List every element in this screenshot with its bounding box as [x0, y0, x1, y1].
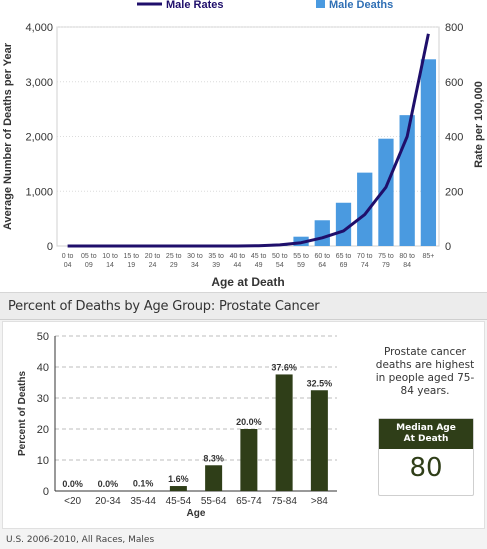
y-axis-label: Average Number of Deaths per Year — [2, 42, 14, 230]
x-tick-label-bottom: 19 — [127, 262, 135, 269]
bar-data-label: 37.6% — [271, 362, 297, 372]
x-tick-label: >84 — [311, 496, 328, 507]
bar-male-deaths — [315, 220, 330, 246]
y2-axis-label: Rate per 100,000 — [473, 81, 485, 168]
y-tick-label: 0 — [43, 486, 49, 498]
y2-tick-label: 0 — [445, 241, 451, 253]
y2-tick-label: 600 — [445, 77, 463, 89]
x-tick-label-top: 40 to — [230, 253, 246, 260]
x-tick-label: 75-84 — [271, 496, 297, 507]
x-tick-label-top: 05 to — [81, 253, 97, 260]
x-tick-label-top: 15 to — [123, 253, 139, 260]
y-tick-label: 30 — [37, 393, 49, 405]
x-axis-label: Age — [187, 508, 206, 519]
x-tick-label-bottom: 64 — [318, 262, 326, 269]
x-tick-label: <20 — [64, 496, 81, 507]
y-tick-label: 40 — [37, 362, 49, 374]
x-tick-label-bottom: 79 — [382, 262, 390, 269]
bar-male-deaths — [336, 203, 351, 246]
x-tick-label-bottom: 29 — [170, 262, 178, 269]
x-tick-label-bottom: 24 — [149, 262, 157, 269]
x-tick-label-bottom: 44 — [233, 262, 241, 269]
x-tick-label-bottom: 59 — [297, 262, 305, 269]
bar-percent — [276, 374, 293, 491]
x-tick-label-top: 60 to — [314, 253, 330, 260]
x-tick-label-bottom: 34 — [191, 262, 199, 269]
x-tick-label-top: 75 to — [378, 253, 394, 260]
y-tick-label: 1,000 — [25, 186, 53, 198]
y-tick-label: 10 — [37, 455, 49, 467]
x-tick-label-top: 10 to — [102, 253, 118, 260]
bar-percent — [240, 429, 257, 491]
y-tick-label: 20 — [37, 424, 49, 436]
median-age-card: Median Age At Death 80 — [378, 418, 474, 496]
median-age-label-line1: Median Age — [379, 423, 473, 434]
age-group-panel: Percent of Deaths by Age Group: Prostate… — [0, 292, 487, 549]
y-tick-label: 50 — [37, 331, 49, 343]
x-tick-label-top: 35 to — [208, 253, 224, 260]
x-tick-label-bottom: 14 — [106, 262, 114, 269]
y2-tick-label: 800 — [445, 22, 463, 34]
x-tick-label: 35-44 — [130, 496, 156, 507]
x-tick-label-bottom: 09 — [85, 262, 93, 269]
bar-data-label: 32.5% — [307, 378, 333, 388]
bar-data-label: 0.1% — [133, 479, 154, 489]
summary-note: Prostate cancer deaths are highest in pe… — [375, 346, 475, 398]
footnote: U.S. 2006-2010, All Races, Males — [6, 535, 154, 545]
bar-male-deaths — [421, 59, 436, 246]
y-axis-label: Percent of Deaths — [17, 371, 28, 456]
x-tick-label-top: 45 to — [251, 253, 267, 260]
x-tick-label-top: 65 to — [336, 253, 352, 260]
x-tick-label-bottom: 54 — [276, 262, 284, 269]
median-age-label-line2: At Death — [379, 434, 473, 445]
median-age-header: Median Age At Death — [379, 419, 473, 449]
legend-label-male-deaths: Male Deaths — [329, 0, 393, 11]
y-tick-label: 0 — [47, 241, 53, 253]
legend-label-male-rates: Male Rates — [166, 0, 223, 11]
bar-data-label: 0.0% — [98, 479, 119, 489]
x-tick-label-bottom: 74 — [361, 262, 369, 269]
bar-data-label: 8.3% — [203, 453, 224, 463]
y-tick-label: 4,000 — [25, 22, 53, 34]
panel-body: 0 10 20 30 40 50 0.0% <20 0.0% 20-34 0.1% 35-44 1.6%… — [2, 321, 485, 529]
deaths-and-rates-chart: 0 0 1,000 200 2,000 400 3,000 600 4,000 800 0 to 04… — [0, 0, 487, 292]
y-tick-label: 2,000 — [25, 132, 53, 144]
x-tick-label-bottom: 39 — [212, 262, 220, 269]
x-tick-label-top: 0 to — [62, 253, 74, 260]
y2-tick-label: 400 — [445, 132, 463, 144]
x-tick-label-top: 50 to — [272, 253, 288, 260]
x-tick-label-top: 70 to — [357, 253, 373, 260]
bar-percent — [205, 465, 222, 491]
x-tick-label-bottom: 69 — [340, 262, 348, 269]
bar-percent — [170, 486, 187, 491]
percent-deaths-chart: 0 10 20 30 40 50 0.0% <20 0.0% 20-34 0.1% 35-44 1.6%… — [3, 322, 373, 528]
x-tick-label-bottom: 84 — [403, 262, 411, 269]
x-tick-label: 20-34 — [95, 496, 121, 507]
panel-header: Percent of Deaths by Age Group: Prostate… — [0, 293, 487, 320]
y-tick-label: 3,000 — [25, 77, 53, 89]
bar-data-label: 0.0% — [62, 479, 83, 489]
x-tick-label: 65-74 — [236, 496, 262, 507]
x-tick-label-top: 80 to — [399, 253, 415, 260]
x-tick-label-top: 30 to — [187, 253, 203, 260]
bar-data-label: 20.0% — [236, 417, 262, 427]
bar-data-label: 1.6% — [168, 474, 189, 484]
x-axis-label: Age at Death — [211, 275, 284, 289]
x-tick-label-bottom: 49 — [255, 262, 263, 269]
panel-title: Percent of Deaths by Age Group: Prostate… — [8, 299, 319, 314]
x-tick-label: 45-54 — [166, 496, 192, 507]
bar-percent — [311, 390, 328, 491]
y2-tick-label: 200 — [445, 186, 463, 198]
x-tick-label-bottom: 04 — [64, 262, 72, 269]
x-tick-label-top: 25 to — [166, 253, 182, 260]
x-tick-label-top: 85+ — [422, 253, 434, 260]
x-tick-label: 55-64 — [201, 496, 227, 507]
x-tick-label-top: 20 to — [145, 253, 161, 260]
median-age-value: 80 — [379, 453, 473, 483]
legend-swatch-male-deaths — [316, 0, 325, 8]
x-tick-label-top: 55 to — [293, 253, 309, 260]
